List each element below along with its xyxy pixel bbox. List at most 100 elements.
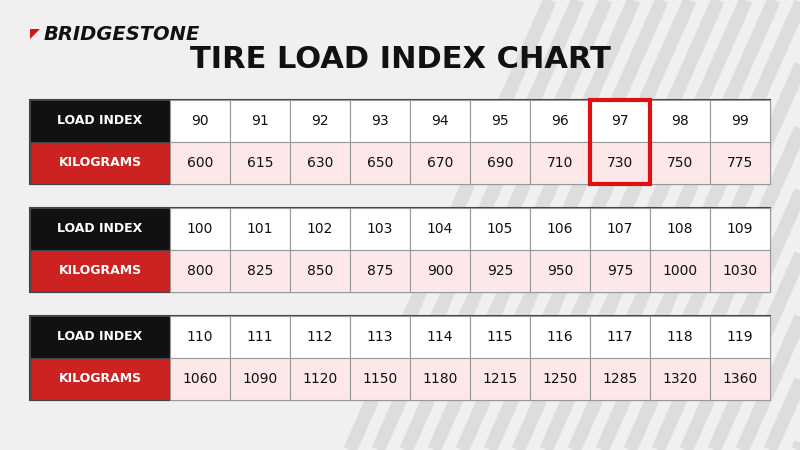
Bar xyxy=(590,100,650,184)
Bar xyxy=(170,358,230,400)
Text: 825: 825 xyxy=(247,264,273,278)
Text: 112: 112 xyxy=(306,330,334,344)
Bar xyxy=(230,142,290,184)
Bar xyxy=(470,316,530,358)
Bar xyxy=(710,208,770,250)
Text: 111: 111 xyxy=(246,330,274,344)
Bar xyxy=(710,358,770,400)
Text: 92: 92 xyxy=(311,114,329,128)
Text: 113: 113 xyxy=(366,330,394,344)
Text: 91: 91 xyxy=(251,114,269,128)
Text: 600: 600 xyxy=(187,156,213,170)
Text: 1360: 1360 xyxy=(722,372,758,386)
Bar xyxy=(350,100,410,142)
Text: 1060: 1060 xyxy=(182,372,218,386)
Bar xyxy=(30,316,770,400)
Text: 100: 100 xyxy=(187,222,213,236)
Bar xyxy=(590,358,650,400)
Bar xyxy=(530,358,590,400)
Bar xyxy=(290,208,350,250)
Bar xyxy=(30,100,770,184)
Bar xyxy=(410,316,470,358)
Bar xyxy=(650,142,710,184)
Bar xyxy=(590,250,650,292)
Text: 900: 900 xyxy=(427,264,453,278)
Text: 114: 114 xyxy=(426,330,454,344)
Text: 1180: 1180 xyxy=(422,372,458,386)
Text: 118: 118 xyxy=(666,330,694,344)
Text: 1090: 1090 xyxy=(242,372,278,386)
Text: 630: 630 xyxy=(307,156,333,170)
Text: 115: 115 xyxy=(486,330,514,344)
Bar xyxy=(710,142,770,184)
Bar xyxy=(170,100,230,142)
Bar xyxy=(710,100,770,142)
Bar xyxy=(30,250,170,292)
Text: 1215: 1215 xyxy=(482,372,518,386)
Bar xyxy=(590,316,650,358)
Text: 102: 102 xyxy=(307,222,333,236)
Text: 1250: 1250 xyxy=(542,372,578,386)
Text: 1030: 1030 xyxy=(722,264,758,278)
Text: 925: 925 xyxy=(487,264,513,278)
Text: 690: 690 xyxy=(486,156,514,170)
Bar xyxy=(350,208,410,250)
Text: TIRE LOAD INDEX CHART: TIRE LOAD INDEX CHART xyxy=(190,45,610,75)
Bar xyxy=(230,358,290,400)
Bar xyxy=(530,142,590,184)
Bar xyxy=(170,208,230,250)
Bar xyxy=(350,358,410,400)
Text: 615: 615 xyxy=(246,156,274,170)
Bar xyxy=(710,316,770,358)
Text: 116: 116 xyxy=(546,330,574,344)
Text: 775: 775 xyxy=(727,156,753,170)
Bar xyxy=(230,250,290,292)
Text: 750: 750 xyxy=(667,156,693,170)
Text: 99: 99 xyxy=(731,114,749,128)
Bar xyxy=(350,250,410,292)
Text: 109: 109 xyxy=(726,222,754,236)
Bar xyxy=(410,208,470,250)
Bar xyxy=(30,142,170,184)
Text: 1000: 1000 xyxy=(662,264,698,278)
Bar xyxy=(470,358,530,400)
Bar xyxy=(290,142,350,184)
Text: 1120: 1120 xyxy=(302,372,338,386)
Bar xyxy=(650,250,710,292)
Bar xyxy=(410,358,470,400)
Text: 1320: 1320 xyxy=(662,372,698,386)
Bar xyxy=(410,250,470,292)
Bar xyxy=(650,100,710,142)
Text: LOAD INDEX: LOAD INDEX xyxy=(58,114,142,127)
Bar xyxy=(350,316,410,358)
Text: 94: 94 xyxy=(431,114,449,128)
Bar xyxy=(410,100,470,142)
Text: 93: 93 xyxy=(371,114,389,128)
Bar xyxy=(230,208,290,250)
Text: KILOGRAMS: KILOGRAMS xyxy=(58,157,142,170)
Text: 101: 101 xyxy=(246,222,274,236)
Bar xyxy=(290,316,350,358)
Text: 119: 119 xyxy=(726,330,754,344)
Text: LOAD INDEX: LOAD INDEX xyxy=(58,222,142,235)
Bar xyxy=(30,358,170,400)
Polygon shape xyxy=(30,29,40,39)
Text: 975: 975 xyxy=(607,264,633,278)
Bar xyxy=(470,250,530,292)
Bar xyxy=(30,208,170,250)
Bar xyxy=(30,208,770,292)
Bar xyxy=(590,142,650,184)
Bar xyxy=(410,142,470,184)
Text: 650: 650 xyxy=(367,156,393,170)
Bar xyxy=(290,250,350,292)
Bar xyxy=(650,208,710,250)
Text: 850: 850 xyxy=(307,264,333,278)
Bar xyxy=(230,100,290,142)
Text: 98: 98 xyxy=(671,114,689,128)
Bar xyxy=(170,250,230,292)
Text: 730: 730 xyxy=(607,156,633,170)
Bar xyxy=(470,142,530,184)
Bar xyxy=(290,100,350,142)
Bar xyxy=(650,316,710,358)
Bar xyxy=(710,250,770,292)
